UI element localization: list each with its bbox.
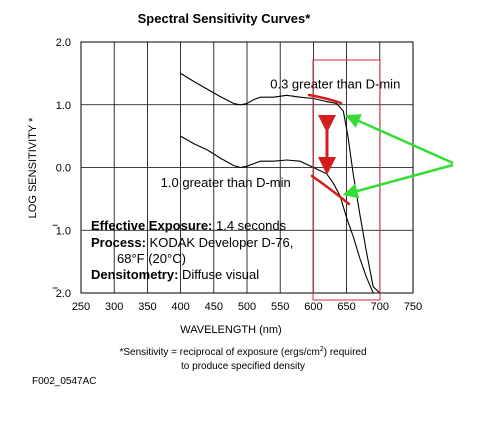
x-axis-label: WAVELENGTH (nm) <box>180 324 281 336</box>
red-underline-upper <box>307 93 343 105</box>
series-label-2: 1.0 greater than D-min <box>161 175 291 190</box>
x-tick-label: 300 <box>105 301 123 313</box>
y-axis-label: LOG SENSITIVITY * <box>27 117 39 218</box>
x-tick-label: 350 <box>138 301 156 313</box>
condition-line: Effective Exposure: 1.4 seconds <box>91 218 287 233</box>
y-tick-label: 1.0 <box>56 100 71 112</box>
x-tick-label: 250 <box>72 301 90 313</box>
series-line-2 <box>180 135 380 294</box>
figure-code: F002_0547AC <box>32 376 97 387</box>
condition-value: 68°F (20°C) <box>117 251 186 266</box>
green-pointer-upper <box>345 114 454 165</box>
condition-label: Process: <box>91 235 150 250</box>
y-tick-label: 2.0 <box>56 288 71 300</box>
footnote-line-1: *Sensitivity = reciprocal of exposure (e… <box>119 346 366 358</box>
highlight-box <box>312 59 381 301</box>
condition-line: 68°F (20°C) <box>117 251 186 266</box>
footnote-line-2: to produce specified density <box>181 361 305 372</box>
markup-annotations <box>307 59 454 301</box>
series-label-1: 0.3 greater than D-min <box>270 77 400 92</box>
green-pointer-lower <box>342 163 454 199</box>
x-tick-label: 550 <box>271 301 289 313</box>
condition-value: 1.4 seconds <box>216 218 287 233</box>
chart-title: Spectral Sensitivity Curves* <box>138 11 312 26</box>
condition-line: Densitometry: Diffuse visual <box>91 267 259 282</box>
y-tick-label: 0.0 <box>56 163 71 175</box>
condition-label: Densitometry: <box>91 267 182 282</box>
x-tick-label: 450 <box>205 301 223 313</box>
condition-line: Process: KODAK Developer D-76, <box>91 235 293 250</box>
y-tick-label: 2.0 <box>56 37 71 49</box>
x-tick-label: 700 <box>371 301 389 313</box>
x-tick-label: 600 <box>304 301 322 313</box>
condition-value: KODAK Developer D-76, <box>150 235 294 250</box>
exposure-conditions: Effective Exposure: 1.4 seconds Process: … <box>91 218 293 282</box>
x-tick-label: 500 <box>238 301 256 313</box>
tick-labels: 250 300 350 400 450 500 550 600 650 700 750 2.0 1.0 0… <box>52 37 422 313</box>
y-tick-label: 1.0 <box>56 225 71 237</box>
series-labels: 0.3 greater than D-min 1.0 greater than D… <box>161 77 401 191</box>
x-tick-label: 650 <box>337 301 355 313</box>
condition-label: Effective Exposure: <box>91 218 216 233</box>
condition-value: Diffuse visual <box>182 267 259 282</box>
x-tick-label: 400 <box>171 301 189 313</box>
red-underline-lower <box>310 174 351 206</box>
x-tick-label: 750 <box>404 301 422 313</box>
